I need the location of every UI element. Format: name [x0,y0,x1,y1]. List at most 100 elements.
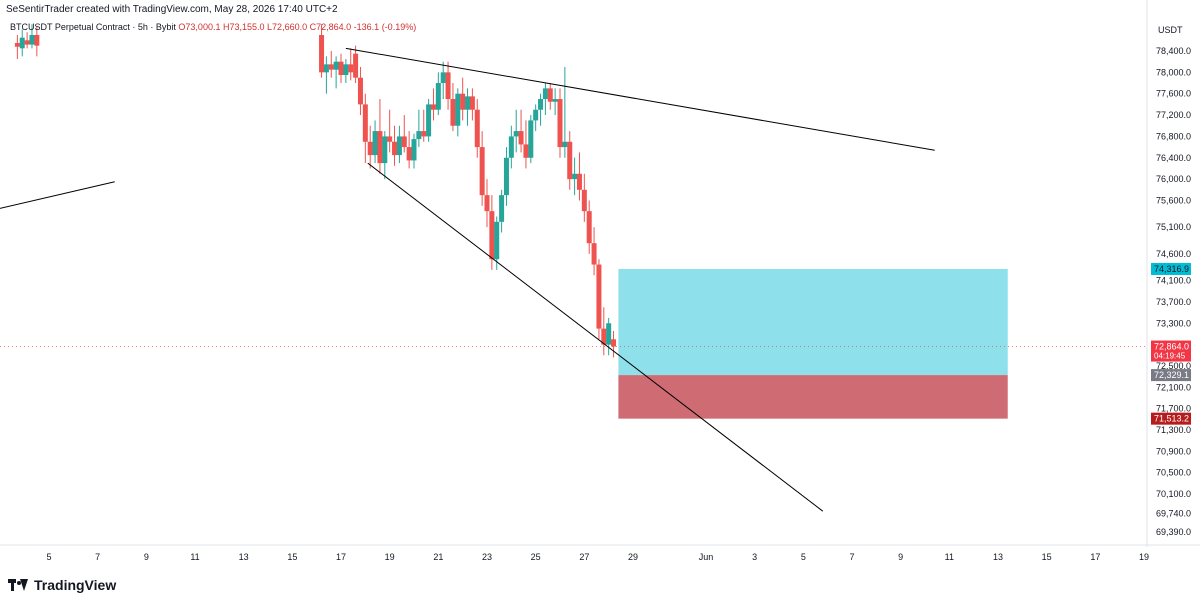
candle-up[interactable] [494,221,500,260]
candle-up[interactable] [440,72,446,84]
candle-down[interactable] [547,88,553,102]
upper-wedge-line[interactable] [345,47,935,151]
candle-down[interactable] [601,328,607,345]
candle-down[interactable] [430,104,436,110]
tradingview-logo[interactable]: TradingView [8,577,116,593]
candle-up[interactable] [396,136,402,156]
attribution-text: SeSentirTrader created with TradingView.… [6,4,338,15]
candle-up[interactable] [562,141,568,148]
candle-down[interactable] [367,141,373,156]
candle-down[interactable] [484,195,490,212]
candle-up[interactable] [343,64,349,76]
price-tick-label: 69,390.0 [1156,527,1191,537]
candle-down[interactable] [401,136,407,148]
candle-up[interactable] [323,64,329,73]
candle-down[interactable] [518,131,524,145]
time-tick-label: 17 [336,552,346,562]
bar-countdown-label: 04:19:45 [1154,352,1186,361]
loss-zone[interactable] [618,375,1008,419]
candle-down[interactable] [421,131,427,137]
candle-down[interactable] [576,173,582,190]
candle-up[interactable] [333,61,339,70]
left-line[interactable] [0,181,115,211]
stop-price-label-bg [1151,412,1191,425]
candle-up[interactable] [538,99,544,110]
time-tick-label: 23 [482,552,492,562]
profit-zone[interactable] [618,268,1008,376]
candle-up[interactable] [542,88,548,100]
price-tick-label: 74,600.0 [1156,249,1191,259]
candle-up[interactable] [435,83,441,110]
candle-up[interactable] [552,99,558,102]
candle-down[interactable] [24,40,30,45]
candle-down[interactable] [377,131,383,164]
last-price-label: 72,864.0 [1154,342,1189,352]
candle-up[interactable] [29,34,35,45]
candle-down[interactable] [387,136,393,142]
candle-up[interactable] [372,131,378,156]
lower-wedge-line[interactable] [367,162,824,512]
candle-up[interactable] [426,104,432,137]
time-tick-label: 7 [849,552,854,562]
candle-up[interactable] [19,37,25,49]
candle-up[interactable] [382,136,388,164]
candle-down[interactable] [557,99,563,148]
candle-up[interactable] [499,195,505,222]
time-tick-label: 19 [385,552,395,562]
price-tick-label: 71,300.0 [1156,425,1191,435]
candle-down[interactable] [362,104,368,142]
symbol-name[interactable]: BTCUSDT Perpetual Contract · 5h · Bybit [10,22,176,32]
time-tick-label: 13 [239,552,249,562]
candle-down[interactable] [479,147,485,196]
ohlc-low: L72,660.0 [267,22,308,32]
candle-down[interactable] [406,147,412,161]
symbol-bar: BTCUSDT Perpetual Contract · 5h · Bybit … [10,22,416,32]
price-tick-label: 71,700.0 [1156,404,1191,414]
candle-up[interactable] [465,96,471,110]
candle-down[interactable] [348,64,354,73]
candle-up[interactable] [411,139,417,161]
tradingview-brand-text: TradingView [34,577,117,593]
candle-down[interactable] [523,144,529,158]
candle-down[interactable] [14,42,20,47]
candle-down[interactable] [611,339,617,347]
time-tick-label: 29 [628,552,638,562]
candle-down[interactable] [489,211,495,260]
candle-down[interactable] [392,141,398,156]
candle-up[interactable] [528,120,534,158]
candle-down[interactable] [460,93,466,110]
candle-down[interactable] [338,61,344,76]
candle-down[interactable] [469,96,475,110]
candle-up[interactable] [513,131,519,137]
candle-up[interactable] [508,136,514,158]
candle-down[interactable] [319,34,325,73]
candle-down[interactable] [34,34,40,46]
candle-down[interactable] [445,72,451,100]
tradingview-logo-icon [8,579,28,591]
candle-down[interactable] [474,109,480,148]
candle-down[interactable] [450,99,456,126]
target-price-label-bg [1151,262,1191,275]
candle-up[interactable] [606,323,612,345]
time-tick-label: 25 [531,552,541,562]
time-tick-label: 5 [46,552,51,562]
candle-down[interactable] [328,64,334,70]
time-tick-label: 3 [752,552,757,562]
candle-up[interactable] [503,157,509,196]
last-price-label-bg [1151,340,1191,362]
candle-down[interactable] [581,189,587,212]
candle-up[interactable] [533,109,539,121]
candle-down[interactable] [567,141,573,180]
candle-up[interactable] [416,131,422,140]
candle-up[interactable] [455,93,461,126]
candle-up[interactable] [572,173,578,180]
candle-down[interactable] [596,264,602,329]
candle-down[interactable] [353,53,359,78]
candle-down[interactable] [586,211,592,244]
candle-down[interactable] [357,77,363,105]
candle-down[interactable] [591,243,597,265]
time-tick-label: 15 [1042,552,1052,562]
price-tick-label: 73,300.0 [1156,318,1191,328]
